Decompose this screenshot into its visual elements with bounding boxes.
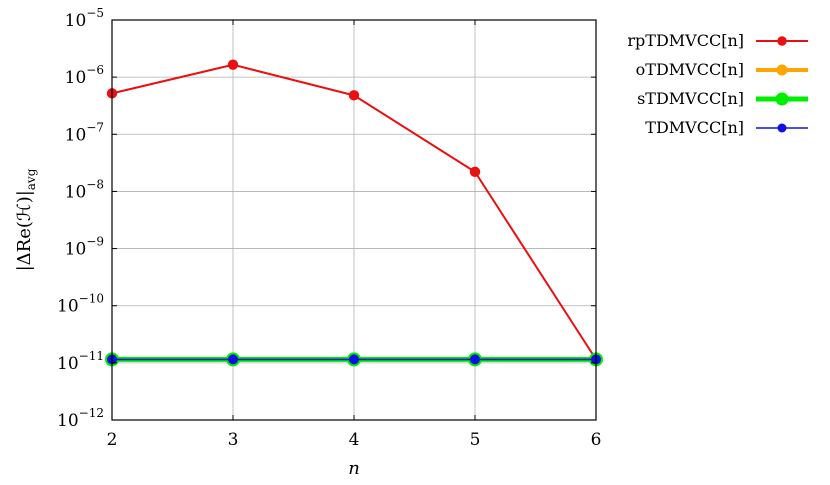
legend-swatch-marker [776,64,788,76]
data-point [228,354,238,365]
data-point [469,166,481,178]
y-tick-label: 10−7 [65,120,104,145]
y-axis-label-main: |ΔRe(ℋ)| [14,190,35,271]
y-tick-label: 10−8 [65,177,104,202]
y-tick-label: 10−9 [65,235,104,260]
data-point [470,354,480,365]
y-tick-label: 10−5 [65,6,104,31]
y-tick-exponent: −6 [86,63,104,77]
x-tick-label: 5 [470,430,481,450]
y-tick-label: 10−10 [57,292,104,317]
data-point [349,354,359,365]
legend-entry-otdmvcc-n: oTDMVCC[n] [636,60,808,79]
y-tick-exponent: −9 [86,235,104,249]
x-tick-label: 4 [349,430,360,450]
legend-label: rpTDMVCC[n] [627,31,744,50]
y-tick-exponent: −7 [86,120,104,134]
y-tick-base: 10 [65,182,87,202]
y-tick-base: 10 [57,411,79,431]
legend: rpTDMVCC[n] oTDMVCC[n] sTDMVCC[n] TDMVCC[n] [627,31,808,137]
y-tick-exponent: −8 [86,177,104,191]
y-tick-base: 10 [57,297,79,317]
y-tick-base: 10 [65,125,87,145]
y-tick-label: 10−11 [57,349,104,374]
data-point [227,59,239,70]
y-tick-exponent: −10 [79,292,104,306]
legend-entry-rptdmvcc-n: rpTDMVCC[n] [627,31,808,50]
legend-entry-stdmvcc-n: sTDMVCC[n] [637,89,808,108]
series-layer [105,59,603,367]
y-tick-base: 10 [57,354,79,374]
y-tick-base: 10 [65,11,87,31]
y-axis-label: |ΔRe(ℋ)|avg [14,168,38,271]
legend-entry-tdmvcc-n: TDMVCC[n] [645,118,808,137]
x-axis-label: n [348,458,360,479]
legend-swatch-marker [775,92,789,106]
y-tick-exponent: −12 [79,406,104,420]
data-point [348,90,360,101]
y-tick-exponent: −5 [86,6,104,20]
y-tick-base: 10 [65,68,87,88]
y-axis-label-subscript: avg [24,168,38,190]
y-tick-base: 10 [65,240,87,260]
series-tdmvcc-n [107,354,601,365]
x-tick-label: 3 [228,430,239,450]
y-tick-label: 10−12 [57,406,104,431]
x-tick-label: 2 [107,430,118,450]
y-tick-exponent: −11 [79,349,104,363]
legend-swatch-marker [777,123,787,133]
x-tick-label: 6 [591,430,602,450]
legend-label: oTDMVCC[n] [636,60,744,79]
legend-label: TDMVCC[n] [645,118,744,137]
legend-label: sTDMVCC[n] [637,89,744,108]
legend-swatch-marker [777,36,787,46]
y-tick-label: 10−6 [65,63,104,88]
